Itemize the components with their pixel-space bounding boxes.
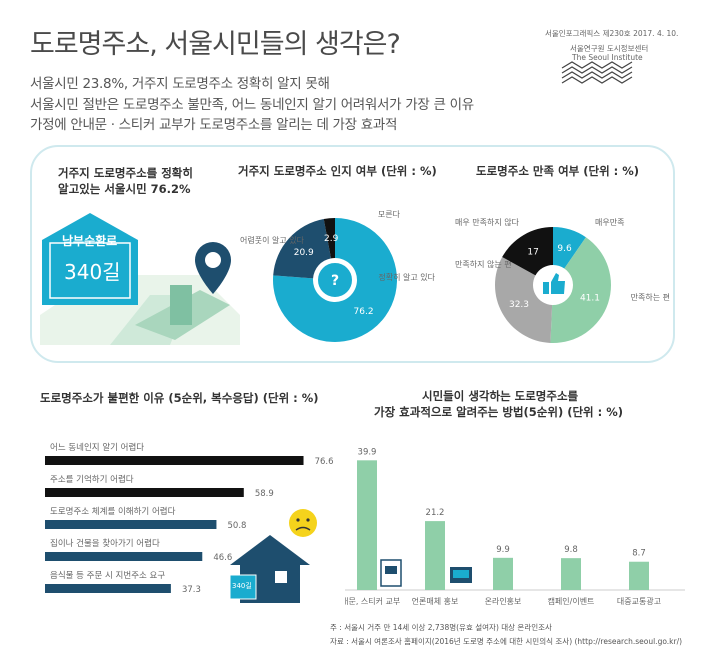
page-title: 도로명주소, 서울시민들의 생각은? [30, 29, 401, 60]
panel1-text-1: 거주지 도로명주소를 정확히 [58, 166, 193, 180]
pie1-category-label: 어렴풋이 알고 있다 [240, 235, 305, 245]
house-illustration [229, 509, 317, 603]
vbar-category-label: 언론매체 홍보 [412, 596, 459, 606]
pie2-category-label: 만족하는 편 [631, 292, 670, 302]
pie2-slice [553, 227, 586, 269]
vbar-bar [629, 561, 649, 590]
pie2-value-label: 41.1 [580, 293, 600, 303]
pie2-category-label: 매우 만족하지 않다 [455, 217, 520, 227]
hbar-bar [45, 488, 244, 497]
vbar-bar [425, 521, 445, 590]
vbar-category-label: 안내문, 스티커 교부 [345, 596, 400, 606]
hbar-value-label: 46.6 [213, 553, 232, 563]
subtitle-2: 서울시민 절반은 도로명주소 불만족, 어느 동네인지 알기 어려워서가 가장 … [30, 97, 474, 113]
hbar-value-label: 37.3 [182, 585, 201, 595]
vbar-value-label: 9.9 [496, 545, 510, 555]
pie2-category-label: 매우만족 [595, 218, 624, 227]
vbar-bar [493, 557, 513, 590]
question-mark-icon: ? [331, 273, 339, 289]
vbar-value-label: 8.7 [632, 549, 646, 559]
thumbs-up-icon-hand [551, 273, 565, 294]
vbar-bar [561, 558, 581, 590]
hbar-chart: 어느 동네인지 알기 어렵다 76.6 주소를 기억하기 어렵다 58.9 도로명주소 … [45, 442, 334, 595]
pie1-title: 거주지 도로명주소 인지 여부 (단위 : %) [238, 164, 437, 178]
pie1-value-label: 20.9 [294, 248, 314, 258]
hbar-title: 도로명주소가 불편한 이유 (5순위, 복수응답) (단위 : %) [40, 391, 319, 405]
pie2-category-label: 만족하지 않는 편 [455, 259, 512, 269]
thumbs-up-icon-cuff [543, 282, 549, 294]
pie1-slice [273, 218, 397, 342]
subtitle-3: 가정에 안내문 · 스티커 교부가 도로명주소를 알리는 데 가장 효과적 [30, 117, 398, 133]
hbar-value-label: 58.9 [255, 489, 274, 499]
pie2-value-label: 32.3 [509, 300, 529, 310]
hbar-bar [45, 584, 171, 593]
hbar-category-label: 집이나 건물을 찾아가기 어렵다 [50, 538, 160, 549]
institute-logo [561, 61, 633, 84]
sticker-icon-plate [385, 566, 397, 574]
pie2-value-label: 9.6 [557, 244, 572, 254]
vbar-value-label: 9.8 [564, 545, 578, 555]
hbar-bar [45, 520, 217, 529]
org-name-kr: 서울연구원 도시정보센터 [570, 44, 649, 53]
subtitle-1: 서울시민 23.8%, 거주지 도로명주소 정확히 알지 못해 [30, 76, 330, 92]
hbar-category-label: 음식물 등 주문 시 지번주소 요구 [50, 571, 165, 581]
hbar-bar [45, 456, 304, 465]
pie1-category-label: 모른다 [378, 210, 401, 219]
pie1-chart: 76.2 정확히 알고 있다 20.9 어렴풋이 알고 있다 2.9 모른다? [240, 210, 436, 342]
pie1-slice [323, 218, 335, 259]
footnote-source: 자료 : 서울시 여론조사 홈페이지(2016년 도로명 주소에 대한 시민의식… [330, 637, 683, 646]
issue-info: 서울인포그래픽스 제230호 2017. 4. 10. [545, 29, 679, 38]
pie2-slice [550, 237, 611, 343]
vbar-category-label: 대중교통광고 [617, 596, 661, 606]
vbar-value-label: 21.2 [426, 508, 445, 518]
org-name-en: The Seoul Institute [572, 53, 643, 62]
hbar-value-label: 76.6 [315, 457, 334, 467]
pie2-chart: 9.6 매우만족 41.1 만족하는 편 32.3 만족하지 않는 편 17 매우 만족하지 … [455, 217, 670, 343]
vbar-category-label: 캠페인/이벤트 [548, 596, 595, 606]
footnote-note: 주 : 서울시 거주 만 14세 이상 2,738명(유효 설여자) 대상 온라… [330, 623, 552, 632]
house-sign-number: 340길 [232, 582, 252, 590]
sign-road-name: 남부순환로 [62, 234, 118, 248]
hbar-bar [45, 552, 203, 561]
pie2-slice [495, 257, 553, 343]
sign-road-number: 340길 [64, 260, 121, 284]
vbar-bar [357, 460, 377, 590]
hbar-category-label: 어느 동네인지 알기 어렵다 [50, 442, 144, 453]
vbar-category-label: 온라인홍보 [485, 596, 522, 606]
vbar-chart: 39.9 안내문, 스티커 교부 21.2 언론매체 홍보 9.9 온라인홍보 9.8 캠페인… [345, 447, 685, 606]
tv-icon-screen [453, 570, 469, 578]
pie2-value-label: 17 [527, 247, 538, 257]
vbar-value-label: 39.9 [358, 447, 377, 457]
pie1-value-label: 2.9 [324, 234, 339, 244]
vbar-title-1: 시민들이 생각하는 도로명주소를 [422, 389, 579, 403]
pie1-slice [273, 219, 332, 279]
pie2-title: 도로명주소 만족 여부 (단위 : %) [476, 164, 640, 178]
hbar-category-label: 도로명주소 체계를 이해하기 어렵다 [50, 506, 176, 517]
vbar-title-2: 가장 효과적으로 알려주는 방법(5순위) (단위 : %) [374, 405, 624, 419]
road-sign-illustration [40, 213, 240, 345]
pie1-category-label: 정확히 알고 있다 [378, 272, 435, 282]
hbar-category-label: 주소를 기억하기 어렵다 [50, 474, 134, 485]
panel1-text-2: 알고있는 서울시민 76.2% [58, 182, 191, 196]
pie2-slice [502, 227, 553, 276]
hbar-value-label: 50.8 [228, 521, 247, 531]
house-question-icon [316, 261, 354, 299]
pie1-value-label: 76.2 [354, 307, 374, 317]
